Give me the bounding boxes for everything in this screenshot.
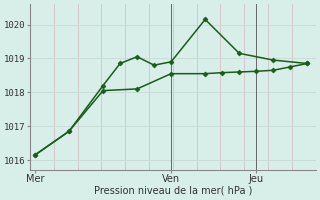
X-axis label: Pression niveau de la mer( hPa ): Pression niveau de la mer( hPa ) [94,186,252,196]
